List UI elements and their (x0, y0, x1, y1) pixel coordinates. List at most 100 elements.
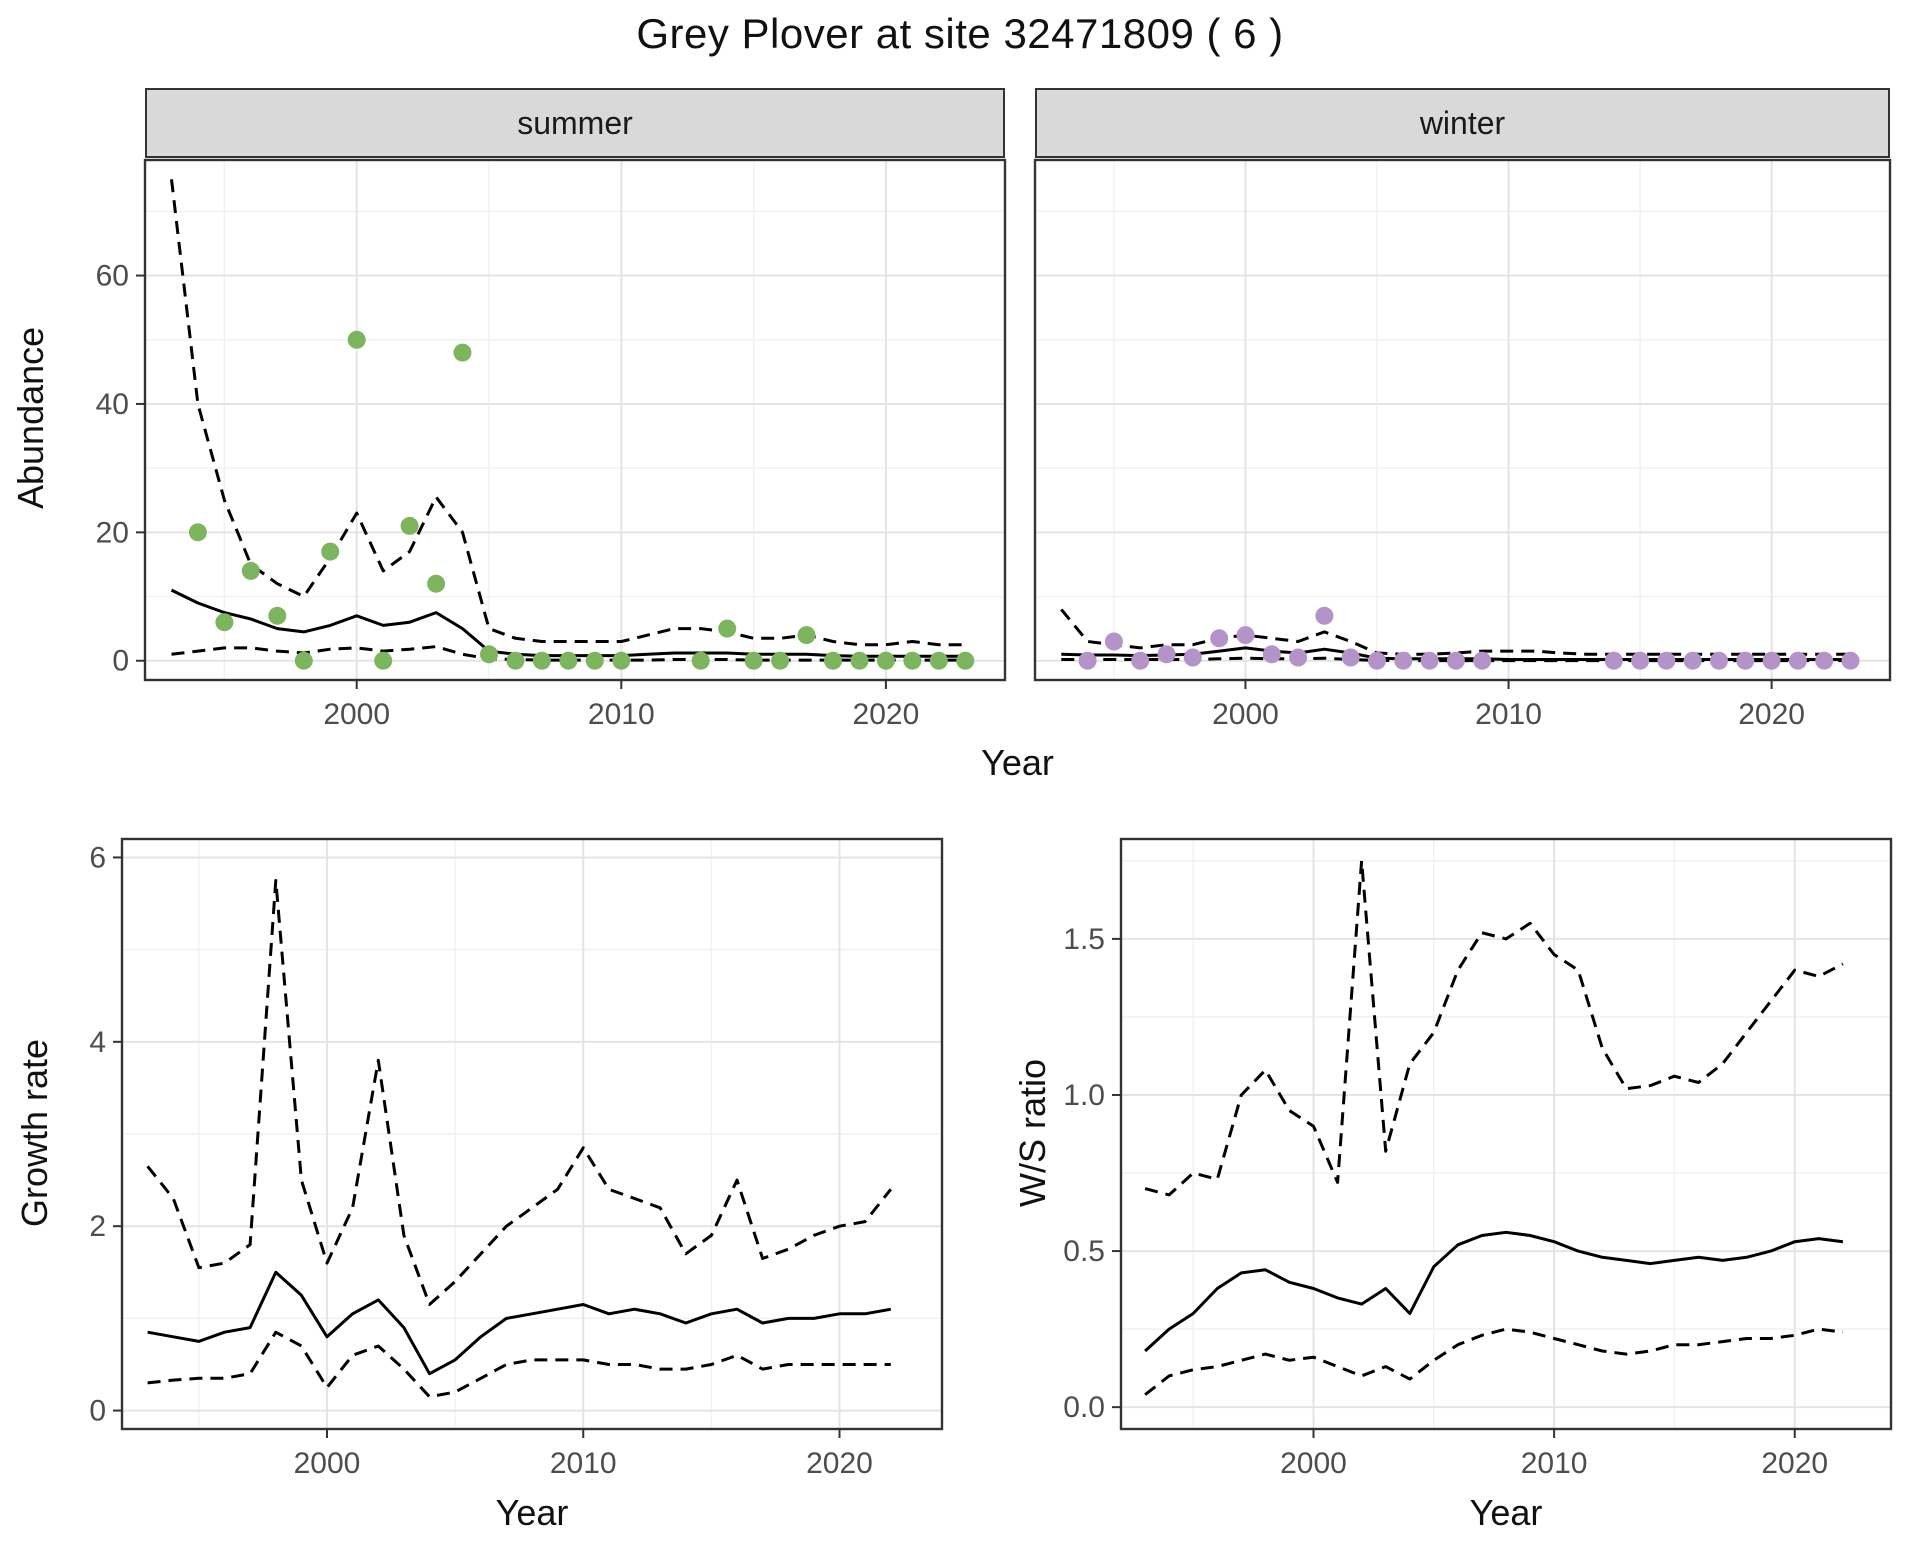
panel-background (1035, 160, 1890, 680)
observed-counts-summer-point (506, 651, 525, 670)
observed-counts-summer-point (321, 542, 340, 561)
observed-counts-summer-point (453, 343, 472, 362)
x-tick-label: 2020 (1738, 698, 1805, 731)
facet-strip-winter-label: winter (1419, 104, 1506, 141)
x-tick-label: 2010 (1521, 1447, 1588, 1480)
upper-ci-line (146, 879, 892, 1306)
observed-counts-summer-point (956, 651, 975, 670)
observed-counts-summer-point (876, 651, 895, 670)
observed-counts-winter-point (1710, 651, 1728, 670)
observed-counts-winter-point (1078, 651, 1097, 670)
y-tick-label: 4 (89, 1026, 106, 1059)
panel-border (143, 158, 1007, 682)
y-tick-label: 0 (89, 1395, 106, 1428)
observed-counts-summer-point (929, 651, 948, 670)
observed-counts-winter-point (1104, 632, 1123, 651)
x-tick-label: 2020 (853, 698, 920, 731)
observed-counts-summer-point (903, 651, 922, 670)
observed-counts-winter-point (1657, 651, 1676, 670)
panel-background (1121, 839, 1891, 1429)
observed-counts-summer-point (400, 516, 419, 535)
observed-counts-winter-point (1604, 651, 1623, 670)
observed-counts-winter-point (1683, 651, 1702, 670)
observed-counts-summer-point (850, 651, 869, 670)
y-tick-label: 2 (89, 1210, 106, 1243)
facet-strip-summer-label: summer (517, 104, 633, 141)
upper-ci-line (170, 179, 966, 647)
observed-counts-winter-point (1631, 651, 1650, 670)
observed-counts-winter-point (1473, 651, 1492, 670)
observed-counts-winter-point (1341, 648, 1360, 667)
observed-counts-summer-point (771, 651, 790, 670)
facet-strip-summer: summer (145, 88, 1005, 158)
observed-counts-winter-point (1289, 648, 1308, 667)
observed-counts-summer-point (480, 645, 498, 664)
observed-counts-summer-point (612, 651, 631, 670)
ws-x-axis-title: Year (1469, 1492, 1543, 1533)
observed-counts-summer-point (691, 651, 710, 670)
x-tick-label: 2020 (806, 1447, 873, 1480)
observed-counts-winter-point (1394, 651, 1413, 670)
y-tick-label: 60 (96, 260, 129, 293)
observed-counts-summer-point (744, 651, 763, 670)
lower-ci-line (1144, 1327, 1844, 1396)
panel-border (120, 837, 944, 1431)
x-tick-label: 2000 (1280, 1447, 1347, 1480)
observed-counts-winter-point (1815, 651, 1834, 670)
y-tick-label: 1.0 (1063, 1079, 1105, 1112)
observed-counts-summer-point (294, 651, 313, 670)
observed-counts-winter-point (1446, 651, 1465, 670)
observed-counts-summer-point (268, 606, 287, 625)
fit-line (147, 1270, 892, 1376)
observed-counts-summer-point (532, 651, 551, 670)
observed-counts-winter-point (1420, 651, 1439, 670)
y-tick-label: 0 (112, 645, 129, 678)
x-tick-label: 2000 (294, 1447, 361, 1480)
observed-counts-winter-point (1183, 648, 1202, 667)
y-tick-label: 40 (96, 388, 129, 421)
observed-counts-summer-point (374, 651, 393, 670)
abundance-x-axis-title: Year (981, 742, 1054, 783)
x-tick-label: 2000 (323, 698, 390, 731)
abundance-winter-panel: 2000 2010 2020 (1033, 158, 1892, 731)
observed-counts-winter-point (1368, 651, 1386, 670)
x-tick-label: 2010 (1475, 698, 1542, 731)
observed-counts-summer-point (797, 626, 816, 645)
observed-counts-winter-point (1157, 645, 1176, 664)
x-tick-label: 2010 (588, 698, 655, 731)
x-tick-label: 2010 (550, 1447, 617, 1480)
x-tick-label: 2020 (1761, 1447, 1828, 1480)
abundance-y-axis-title: Abundance (10, 326, 51, 510)
plot-title: Grey Plover at site 32471809 ( 6 ) (636, 10, 1284, 57)
observed-counts-winter-point (1841, 651, 1860, 670)
observed-counts-summer-point (347, 330, 366, 349)
observed-counts-summer-point (215, 613, 234, 632)
observed-counts-winter-point (1788, 651, 1807, 670)
y-tick-label: 1.5 (1063, 923, 1105, 956)
facet-strip-winter: winter (1035, 88, 1890, 158)
panel-border (1119, 837, 1893, 1431)
panel-background (145, 160, 1005, 680)
x-tick-label: 2000 (1212, 698, 1279, 731)
y-tick-label: 20 (96, 516, 129, 549)
lower-ci-line (147, 1330, 891, 1399)
observed-counts-winter-point (1236, 626, 1255, 645)
observed-counts-winter-point (1762, 651, 1781, 670)
upper-ci-line (1144, 859, 1844, 1197)
abundance-summer-panel: 2000 2010 2020 0 20 40 60 (96, 158, 1007, 731)
growth-x-axis-title: Year (495, 1492, 569, 1533)
y-tick-label: 0.0 (1063, 1391, 1105, 1424)
growth-rate-panel: 2000 2010 2020 0 2 4 6 (89, 837, 944, 1480)
observed-counts-summer-point (427, 574, 446, 593)
y-tick-label: 6 (89, 841, 106, 874)
panel-border (1033, 158, 1892, 682)
observed-counts-summer-point (188, 523, 207, 542)
observed-counts-summer-point (585, 651, 604, 670)
observed-counts-winter-point (1210, 629, 1229, 648)
observed-counts-summer-point (241, 561, 260, 580)
fit-line (1144, 1230, 1844, 1353)
observed-counts-winter-point (1736, 651, 1755, 670)
observed-counts-summer-point (718, 619, 737, 638)
observed-counts-winter-point (1131, 651, 1150, 670)
